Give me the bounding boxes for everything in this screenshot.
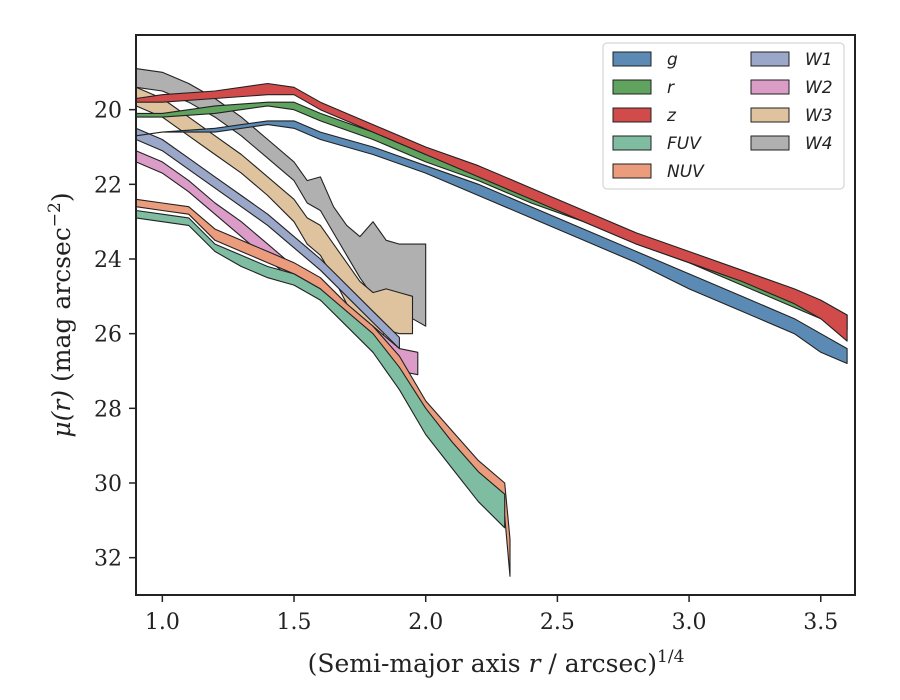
band-fuv xyxy=(135,209,506,529)
legend-label-z: z xyxy=(666,106,677,126)
x-axis-label-main: (Semi-major axis xyxy=(308,649,529,678)
legend-label-w1: W1 xyxy=(805,50,833,70)
legend-swatch-r xyxy=(612,79,652,95)
legend-label-fuv: FUV xyxy=(667,134,702,154)
y-axis-label-var: (r) xyxy=(47,390,76,421)
x-axis-label-unit: / arcsec) xyxy=(540,649,657,678)
x-axis-label: (Semi-major axis r / arcsec)1/4 xyxy=(308,647,685,678)
y-ticks: 20 22 24 26 28 30 32 xyxy=(94,99,136,572)
band-g xyxy=(135,120,848,365)
band-z xyxy=(135,82,848,342)
legend-swatch-w3 xyxy=(750,107,790,123)
legend-label-nuv: NUV xyxy=(667,162,705,182)
plot-frame xyxy=(135,34,856,596)
x-tick-label: 3.0 xyxy=(672,610,707,635)
x-tick-label: 2.0 xyxy=(408,610,443,635)
y-axis-label-exp: −2 xyxy=(45,202,65,227)
legend-swatch-w1 xyxy=(750,51,790,67)
y-tick-label: 26 xyxy=(94,323,122,348)
y-tick-label: 24 xyxy=(94,248,122,273)
y-tick-label: 20 xyxy=(94,99,122,124)
x-axis-label-var: r xyxy=(529,649,543,678)
band-w4 xyxy=(135,68,427,327)
legend-swatch-w4 xyxy=(750,135,790,151)
y-axis-label-unit: (mag arcsec xyxy=(47,227,76,390)
legend: grz FUV NUV W1 W2 W3 W4 xyxy=(602,42,845,190)
legend-swatch-g xyxy=(612,51,652,67)
x-tick-label: 3.5 xyxy=(803,610,838,635)
legend-label-w3: W3 xyxy=(805,106,833,126)
y-tick-label: 32 xyxy=(94,547,122,572)
x-tick-label: 1.5 xyxy=(277,610,312,635)
x-tick-label: 2.5 xyxy=(540,610,575,635)
x-ticks: 1.0 1.5 2.0 2.5 3.0 3.5 xyxy=(145,595,838,635)
legend-swatch-w2 xyxy=(750,79,790,95)
x-tick-label: 1.0 xyxy=(145,610,180,635)
y-tick-label: 30 xyxy=(94,472,122,497)
legend-label-r: r xyxy=(667,78,675,98)
y-axis-label: μ(r) (mag arcsec−2) xyxy=(45,192,76,437)
y-axis-label-prefix: μ xyxy=(47,421,76,437)
legend-label-w2: W2 xyxy=(805,78,833,98)
legend-swatch-fuv xyxy=(612,135,652,151)
y-axis-label-close: ) xyxy=(47,192,76,202)
band-nuv xyxy=(135,198,511,577)
legend-swatch-z xyxy=(612,107,652,123)
legend-label-g: g xyxy=(667,50,678,70)
y-tick-label: 22 xyxy=(94,173,122,198)
band-layer xyxy=(135,68,848,577)
x-axis-label-exp: 1/4 xyxy=(657,647,684,667)
y-tick-label: 28 xyxy=(94,397,122,422)
legend-label-w4: W4 xyxy=(805,134,833,154)
legend-swatch-nuv xyxy=(612,163,652,179)
